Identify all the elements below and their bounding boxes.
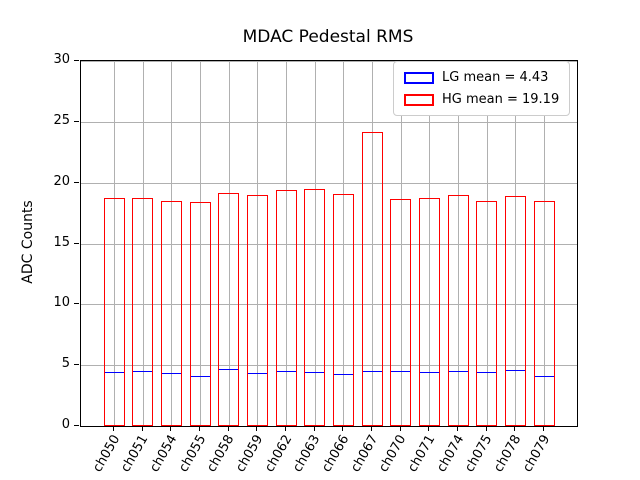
hg-bar (504, 196, 526, 426)
x-tick-label: ch078 (491, 432, 525, 475)
h-gridline (81, 182, 577, 184)
x-tick (170, 426, 172, 431)
x-tick-label: ch055 (176, 432, 210, 475)
x-tick-label: ch067 (348, 432, 382, 475)
hg-bar (533, 201, 555, 426)
v-gridline (544, 61, 545, 426)
x-tick (199, 426, 200, 431)
hg-bar (447, 195, 469, 426)
y-tick (74, 425, 79, 426)
y-tick (74, 364, 79, 366)
legend-row-hg: HG mean = 19.19 (404, 92, 559, 107)
hg-bar (390, 199, 412, 426)
x-tick-label: ch062 (262, 432, 296, 475)
legend: LG mean = 4.43 HG mean = 19.19 (393, 61, 570, 116)
x-tick (256, 426, 258, 431)
hg-bar (476, 201, 498, 426)
hg-bar (246, 195, 268, 426)
x-tick (399, 426, 401, 431)
x-tick (371, 426, 372, 431)
x-tick-label: ch075 (462, 432, 496, 475)
x-tick (285, 426, 286, 431)
h-gridline (81, 61, 577, 62)
x-tick-label: ch059 (233, 432, 267, 475)
hg-bar (332, 194, 354, 426)
x-tick (313, 426, 315, 431)
y-tick-label: 20 (53, 173, 70, 189)
v-gridline (458, 61, 459, 426)
x-tick-label: ch050 (90, 432, 124, 475)
x-tick (342, 426, 344, 431)
v-gridline (114, 61, 115, 426)
x-tick-label: ch051 (118, 432, 152, 475)
v-gridline (400, 61, 402, 426)
y-tick-label: 15 (53, 234, 70, 250)
x-tick-label: ch079 (520, 432, 554, 475)
h-gridline (81, 121, 577, 123)
v-gridline (200, 61, 201, 426)
hg-bar (418, 198, 440, 426)
hg-bar (103, 198, 125, 426)
hg-bar (132, 198, 154, 426)
x-tick-label: ch071 (405, 432, 439, 475)
plot-area (80, 60, 578, 427)
hg-bar (361, 132, 383, 426)
y-tick (74, 60, 79, 61)
v-gridline (486, 61, 488, 426)
v-gridline (314, 61, 316, 426)
h-gridline (81, 365, 577, 367)
lg-legend-label: LG mean = 4.43 (442, 70, 549, 85)
x-tick (457, 426, 458, 431)
x-tick-label: ch058 (204, 432, 238, 475)
h-gridline (81, 243, 577, 245)
y-tick (74, 120, 79, 122)
x-tick (141, 426, 143, 431)
v-gridline (429, 61, 431, 426)
x-tick (514, 426, 516, 431)
y-tick-label: 25 (53, 112, 70, 128)
v-gridline (286, 61, 287, 426)
v-gridline (515, 61, 517, 426)
x-tick (428, 426, 430, 431)
hg-bar (304, 189, 326, 426)
v-gridline (343, 61, 345, 426)
y-tick (74, 303, 79, 305)
x-tick (485, 426, 487, 431)
v-gridline (257, 61, 259, 426)
y-tick (74, 242, 79, 244)
lg-legend-swatch (404, 71, 434, 84)
x-tick (113, 426, 114, 431)
x-tick (543, 426, 544, 431)
h-gridline (81, 304, 577, 306)
x-tick-label: ch074 (434, 432, 468, 475)
x-tick-label: ch070 (376, 432, 410, 475)
hg-bar (189, 202, 211, 426)
hg-legend-swatch (404, 93, 434, 106)
x-tick (227, 426, 229, 431)
hg-bar (160, 201, 182, 426)
y-tick-label: 0 (61, 417, 70, 432)
v-gridline (142, 61, 144, 426)
chart-title: MDAC Pedestal RMS (242, 27, 414, 47)
x-tick-label: ch063 (290, 432, 324, 475)
v-gridline (171, 61, 173, 426)
y-tick-label: 5 (61, 356, 70, 372)
y-tick-label: 10 (53, 295, 70, 311)
hg-bar (275, 190, 297, 426)
y-tick-label: 30 (53, 52, 70, 67)
v-gridline (228, 61, 230, 426)
y-tick (74, 181, 79, 183)
x-tick-label: ch066 (319, 432, 353, 475)
x-tick-label: ch054 (147, 432, 181, 475)
hg-legend-label: HG mean = 19.19 (442, 92, 560, 107)
legend-row-lg: LG mean = 4.43 (404, 70, 559, 85)
hg-bar (218, 193, 240, 426)
v-gridline (372, 61, 373, 426)
